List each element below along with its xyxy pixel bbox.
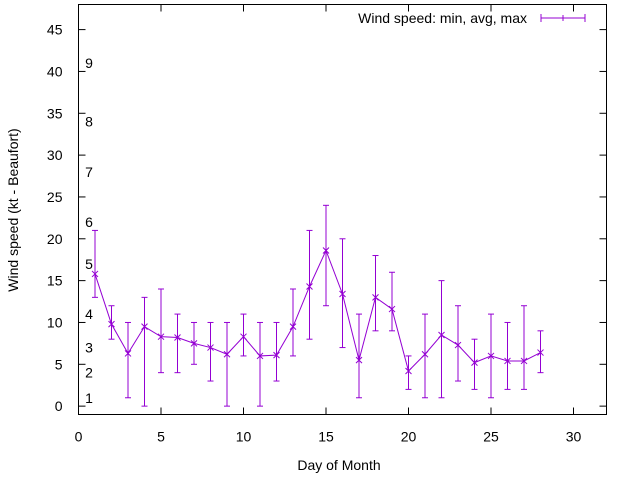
avg-point-day-13 <box>289 323 297 330</box>
avg-point-day-21 <box>421 350 429 358</box>
y-tick-label-5: 5 <box>55 356 63 372</box>
avg-point-day-7 <box>190 340 198 347</box>
avg-point-day-1 <box>91 270 99 278</box>
y-tick-label-25: 25 <box>47 189 63 205</box>
avg-point-day-6 <box>174 334 181 341</box>
avg-point-day-24 <box>471 359 478 366</box>
beaufort-label-9: 9 <box>85 55 93 71</box>
x-tick-label-30: 30 <box>566 429 582 445</box>
avg-point-day-25 <box>487 352 495 360</box>
avg-point-day-26 <box>504 357 511 365</box>
avg-line-series-0 <box>94 249 541 372</box>
avg-point-day-10 <box>240 333 247 341</box>
wind-speed-series <box>91 204 544 407</box>
avg-point-day-8 <box>207 344 214 351</box>
beaufort-label-4: 4 <box>85 306 93 322</box>
avg-point-day-23 <box>454 341 462 349</box>
x-tick-label-15: 15 <box>318 429 334 445</box>
avg-point-day-16 <box>339 290 346 298</box>
avg-point-day-17 <box>355 356 363 364</box>
plot-frame <box>78 4 607 415</box>
beaufort-label-2: 2 <box>85 365 93 381</box>
avg-point-day-20 <box>405 367 412 375</box>
avg-point-day-5 <box>157 333 165 341</box>
y-tick-label-10: 10 <box>47 314 63 330</box>
axis-ticks <box>78 4 607 415</box>
legend-label: Wind speed: min, avg, max <box>358 10 527 26</box>
x-axis-title: Day of Month <box>297 457 380 473</box>
avg-point-day-18 <box>372 294 379 301</box>
y-tick-label-30: 30 <box>47 147 63 163</box>
avg-point-day-12 <box>273 351 280 359</box>
avg-point-day-11 <box>256 352 264 360</box>
y-tick-label-20: 20 <box>47 231 63 247</box>
avg-point-day-3 <box>124 350 132 357</box>
y-tick-label-40: 40 <box>47 63 63 79</box>
y-axis-title: Wind speed (kt - Beaufort) <box>5 128 21 291</box>
beaufort-label-5: 5 <box>85 256 93 272</box>
x-tick-label-5: 5 <box>157 429 165 445</box>
y-tick-label-35: 35 <box>47 105 63 121</box>
y-tick-label-15: 15 <box>47 273 63 289</box>
avg-point-day-27 <box>520 357 528 365</box>
x-tick-label-0: 0 <box>75 429 83 445</box>
avg-point-day-9 <box>223 350 231 358</box>
beaufort-scale-labels: 1 2 3 4 5 6 7 8 9 <box>85 55 93 406</box>
x-tick-label-10: 10 <box>236 429 252 445</box>
avg-point-day-19 <box>388 305 396 313</box>
x-tick-label-25: 25 <box>483 429 499 445</box>
beaufort-label-8: 8 <box>85 114 93 130</box>
x-tick-label-20: 20 <box>401 429 417 445</box>
avg-point-day-4 <box>141 323 148 330</box>
beaufort-label-7: 7 <box>85 164 93 180</box>
y-tick-label-45: 45 <box>47 22 63 38</box>
legend: Wind speed: min, avg, max <box>358 10 586 26</box>
avg-point-day-15 <box>322 247 330 254</box>
avg-point-day-28 <box>537 349 544 356</box>
avg-point-day-14 <box>306 283 313 290</box>
y-tick-label-0: 0 <box>55 398 63 414</box>
beaufort-label-6: 6 <box>85 214 93 230</box>
beaufort-label-3: 3 <box>85 340 93 356</box>
beaufort-label-1: 1 <box>85 390 93 406</box>
avg-point-day-2 <box>108 320 115 328</box>
avg-point-day-22 <box>438 331 445 339</box>
